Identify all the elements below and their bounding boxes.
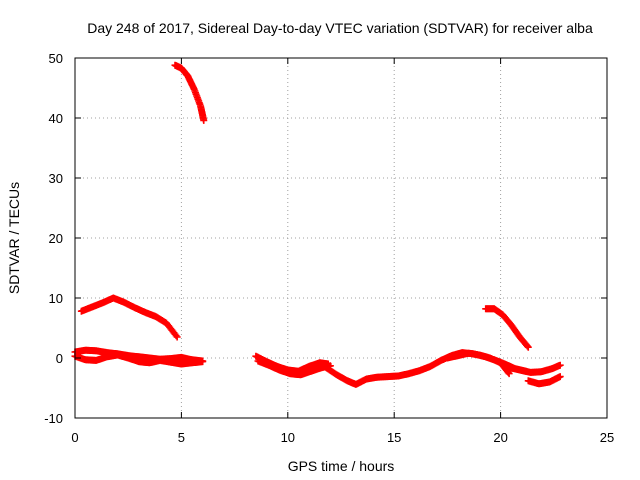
tick-labels: 0 5 10 15 20 25 -10 0 10 20 30 40 50 xyxy=(44,51,614,445)
data-series-arc-4 xyxy=(71,351,207,368)
data-series-arc-8 xyxy=(482,305,532,351)
x-tick-label: 5 xyxy=(178,430,185,445)
x-tick-label: 15 xyxy=(387,430,401,445)
data-point xyxy=(200,116,208,124)
data-series-arc-1 xyxy=(77,294,181,341)
data-point xyxy=(172,332,180,340)
ticks xyxy=(74,57,608,419)
data-point xyxy=(504,369,512,377)
x-tick-label: 25 xyxy=(600,430,614,445)
chart-title: Day 248 of 2017, Sidereal Day-to-day VTE… xyxy=(87,20,593,36)
data-series xyxy=(71,61,564,388)
data-series-arc-9 xyxy=(443,349,513,378)
data-point xyxy=(524,343,532,351)
data-series-arc-11 xyxy=(524,373,564,388)
y-tick-label: 40 xyxy=(49,111,63,126)
y-tick-label: 50 xyxy=(49,51,63,66)
x-axis-label: GPS time / hours xyxy=(288,458,395,474)
data-series-arc-6 xyxy=(254,357,334,379)
data-point xyxy=(556,361,564,369)
x-tick-label: 20 xyxy=(493,430,507,445)
data-series-arc-10 xyxy=(505,361,564,376)
x-tick-label: 0 xyxy=(71,430,78,445)
data-point xyxy=(556,373,564,381)
y-axis-label: SDTVAR / TECUs xyxy=(6,182,22,294)
data-point xyxy=(505,370,513,378)
y-tick-label: 0 xyxy=(56,351,63,366)
y-tick-label: 30 xyxy=(49,171,63,186)
y-tick-label: 20 xyxy=(49,231,63,246)
data-series-arc-2 xyxy=(171,61,208,124)
y-tick-label: -10 xyxy=(44,411,63,426)
data-point xyxy=(173,333,181,341)
data-point xyxy=(199,358,207,366)
x-tick-label: 10 xyxy=(281,430,295,445)
data-point xyxy=(523,342,531,350)
y-tick-label: 10 xyxy=(49,291,63,306)
